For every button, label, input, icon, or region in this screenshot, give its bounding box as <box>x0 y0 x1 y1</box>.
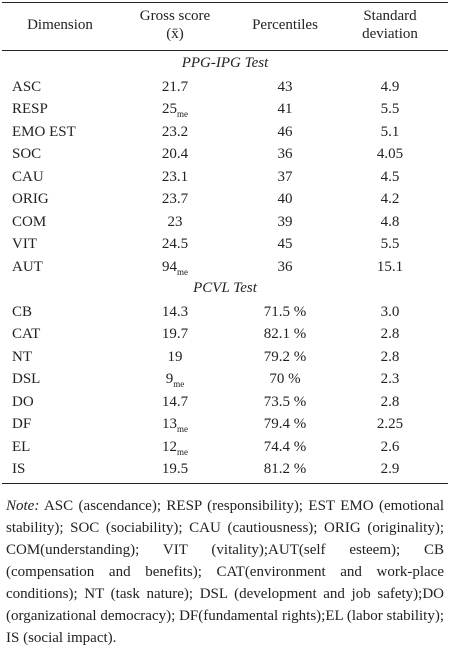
table-cell: 9me <box>125 370 225 389</box>
cell-subscript: me <box>177 424 188 434</box>
table-cell: 19 <box>167 348 183 365</box>
table-cell: 71.5 % <box>263 303 307 320</box>
table-cell: 23.1 <box>161 168 189 185</box>
table-cell: 23.7 <box>161 191 189 207</box>
table-cell: 19.5 <box>161 461 189 477</box>
table-cell: 39 <box>277 213 293 230</box>
table-cell: 2.8 <box>380 326 400 342</box>
cell-value: 94 <box>162 258 177 275</box>
header-rule <box>2 50 448 51</box>
top-rule <box>2 2 448 3</box>
table-cell: 2.8 <box>380 393 400 410</box>
table-cell: 20.4 <box>161 146 189 162</box>
table-cell: 12me <box>125 438 225 457</box>
table-cell: 4.05 <box>376 146 404 162</box>
table-cell: ORIG <box>12 191 49 207</box>
note-text: ASC (ascendance); RESP (responsibility);… <box>6 498 444 646</box>
header-cell: Standard deviation <box>362 8 418 42</box>
table-cell: 23.2 <box>161 123 189 140</box>
table-cell: 79.2 % <box>263 348 307 365</box>
table-cell: 82.1 % <box>263 326 307 342</box>
table-cell: 5.5 <box>380 236 400 252</box>
cell-subscript: me <box>177 109 188 119</box>
table-cell: RESP <box>12 101 48 117</box>
note-label: Note: <box>6 498 40 514</box>
section-title: PPG-IPG Test <box>181 55 269 71</box>
table-cell: 94me <box>125 258 225 277</box>
section-title: PCVL Test <box>193 280 257 296</box>
table-cell: 74.4 % <box>263 438 307 455</box>
table-cell: 2.6 <box>380 438 400 455</box>
table-cell: COM <box>12 213 47 230</box>
table-cell: 70 % <box>269 371 301 387</box>
cell-value: 25 <box>162 101 177 117</box>
cell-value: 9 <box>165 371 174 387</box>
table-cell: 36 <box>277 146 293 162</box>
table-cell: 43 <box>277 78 293 95</box>
table-cell: 79.4 % <box>263 416 307 432</box>
table-cell: 21.7 <box>161 78 189 95</box>
table-cell: 13me <box>125 415 225 434</box>
header-cell: Percentiles <box>252 17 318 33</box>
table-cell: 14.7 <box>161 393 189 410</box>
cell-value: 13 <box>162 416 177 432</box>
table-cell: CAT <box>12 326 41 342</box>
table-cell: DF <box>12 416 32 432</box>
header-cell: Gross score (x̄) <box>139 8 211 42</box>
table-cell: 4.8 <box>380 213 400 230</box>
table-cell: DSL <box>12 371 41 387</box>
table-cell: 23 <box>167 213 183 230</box>
table-cell: 19.7 <box>161 326 189 342</box>
table-cell: 14.3 <box>161 303 189 320</box>
table-cell: CAU <box>12 168 44 185</box>
table-cell: VIT <box>12 236 37 252</box>
table-cell: 45 <box>277 236 293 252</box>
table-cell: 4.9 <box>380 78 400 95</box>
table-cell: 40 <box>277 191 293 207</box>
cell-subscript: me <box>173 379 185 389</box>
table-cell: 2.25 <box>376 416 404 432</box>
table-cell: EMO EST <box>12 123 76 140</box>
table-cell: 2.3 <box>380 371 400 387</box>
table-cell: CB <box>12 303 33 320</box>
table-cell: 24.5 <box>161 236 189 252</box>
table-cell: 5.1 <box>380 123 400 140</box>
table-cell: AUT <box>12 258 43 275</box>
table-cell: 73.5 % <box>263 393 307 410</box>
table-cell: NT <box>12 348 32 365</box>
table-cell: 15.1 <box>376 258 404 275</box>
table-cell: 2.9 <box>380 461 400 477</box>
cell-subscript: me <box>177 446 188 457</box>
table-cell: 37 <box>277 168 293 185</box>
table-cell: 41 <box>277 101 293 117</box>
table-cell: DO <box>12 393 34 410</box>
cell-subscript: me <box>177 266 188 277</box>
table-cell: ASC <box>12 78 42 95</box>
bottom-rule <box>2 482 448 484</box>
table-cell: 3.0 <box>380 303 400 320</box>
table-cell: 46 <box>277 123 293 140</box>
table-cell: SOC <box>12 146 42 162</box>
table-cell: 2.8 <box>380 348 400 365</box>
table-cell: 4.5 <box>380 168 400 185</box>
table-cell: IS <box>12 461 26 477</box>
table-cell: 25me <box>125 100 225 119</box>
table-cell: EL <box>12 438 31 455</box>
note: Note: ASC (ascendance); RESP (responsibi… <box>6 495 444 649</box>
table-cell: 81.2 % <box>263 461 307 477</box>
cell-value: 12 <box>162 438 177 455</box>
table-cell: 5.5 <box>380 101 400 117</box>
header-cell: Dimension <box>27 17 93 33</box>
table-cell: 4.2 <box>380 191 400 207</box>
table-cell: 36 <box>277 258 293 275</box>
